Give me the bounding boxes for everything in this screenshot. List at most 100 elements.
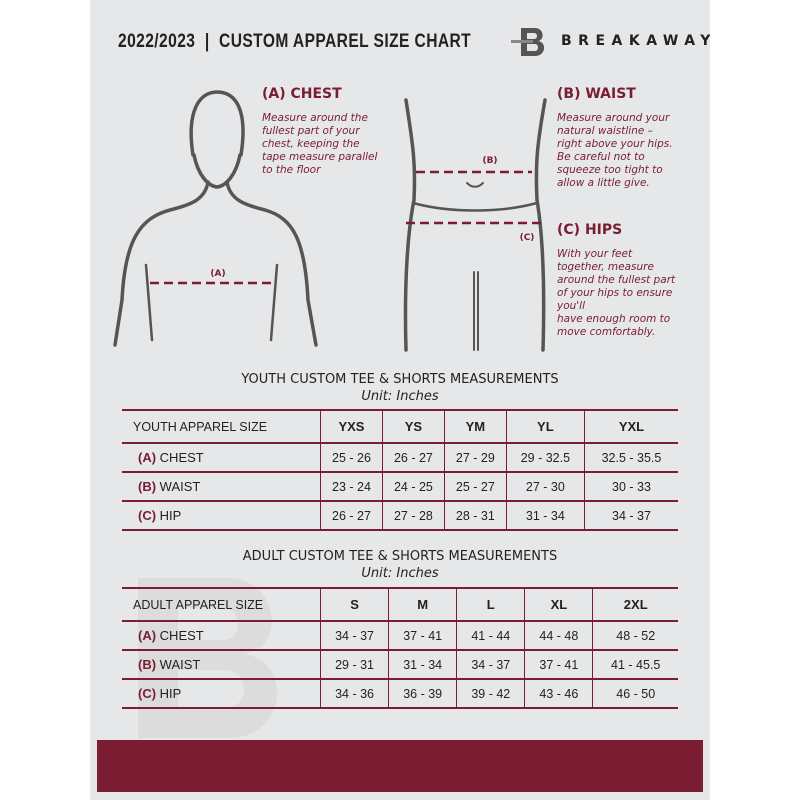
- measurement-code: (C): [138, 508, 157, 523]
- text-line: around the fullest part: [557, 274, 676, 286]
- text-line: natural waistline –: [557, 125, 653, 137]
- text-line: Measure around your: [557, 112, 670, 124]
- adult-size-table: ADULT APPAREL SIZE S M L XL 2XL (A) CHEST 34 - …: [122, 587, 678, 709]
- adult-table-title: ADULT CUSTOM TEE & SHORTS MEASUREMENTS: [242, 549, 558, 564]
- measurement-value: 23 - 24: [320, 471, 383, 502]
- measurement-code: (A): [138, 628, 157, 643]
- measurement-value: 27 - 29: [443, 442, 507, 473]
- text-line: have enough room to: [557, 313, 671, 325]
- text-line: chest, keeping the: [262, 138, 360, 150]
- waist-marker: (B): [482, 156, 497, 166]
- text-line: together, measure: [557, 261, 654, 273]
- header-row: ADULT APPAREL SIZE S M L XL 2XL: [122, 587, 678, 622]
- text-line: to the floor: [262, 164, 321, 176]
- measurement-name: WAIST: [159, 479, 201, 494]
- measurement-code: (C): [138, 686, 157, 701]
- size-label-header: YOUTH APPAREL SIZE: [122, 409, 321, 444]
- measurement-value: 28 - 31: [443, 500, 507, 531]
- measurement-label: (B) WAIST: [122, 471, 321, 502]
- waist-description: Measure around your natural waistline – …: [557, 112, 673, 190]
- size-header: S: [319, 587, 389, 622]
- youth-table-title: YOUTH CUSTOM TEE & SHORTS MEASUREMENTS: [241, 372, 559, 387]
- text-line: With your feet: [557, 248, 633, 260]
- table-row: (C) HIP 34 - 36 36 - 39 39 - 42 43 - 46 46 - …: [122, 678, 678, 709]
- text-line: allow a little give.: [557, 177, 650, 189]
- measurement-label: (A) CHEST: [122, 442, 321, 473]
- measurement-value: 36 - 39: [388, 678, 457, 709]
- measurement-label: (A) CHEST: [122, 620, 321, 651]
- text-line: tape measure parallel: [262, 151, 378, 163]
- measurement-name: CHEST: [159, 628, 204, 643]
- measurement-value: 37 - 41: [388, 620, 457, 651]
- measurement-code: (B): [138, 479, 157, 494]
- footer-band: [97, 740, 703, 792]
- measurement-label: (C) HIP: [122, 500, 321, 531]
- measurement-name: HIP: [159, 508, 182, 523]
- text-line: you'll: [557, 300, 586, 312]
- size-header: YXS: [320, 409, 383, 444]
- measurement-value: 29 - 31: [319, 649, 389, 680]
- measurement-value: 48 - 52: [592, 620, 678, 651]
- text-line: of your hips to ensure: [557, 287, 673, 299]
- waist-heading: (B) WAIST: [557, 86, 636, 102]
- text-line: Measure around the: [262, 112, 368, 124]
- youth-unit: Unit: Inches: [361, 389, 439, 404]
- measurement-value: 27 - 30: [505, 471, 585, 502]
- measurement-value: 34 - 37: [319, 620, 389, 651]
- text-line: move comfortably.: [557, 326, 656, 338]
- table-row: (A) CHEST 34 - 37 37 - 41 41 - 44 44 - 48 48 …: [122, 620, 678, 651]
- measurement-name: HIP: [159, 686, 182, 701]
- size-header: YXL: [583, 409, 678, 444]
- chest-description: Measure around the fullest part of your …: [262, 112, 377, 177]
- measurement-label: (B) WAIST: [122, 649, 321, 680]
- size-header: XL: [524, 587, 593, 622]
- measurement-value: 34 - 37: [583, 500, 678, 531]
- youth-size-table: YOUTH APPAREL SIZE YXS YS YM YL YXL (A) CHEST 2…: [122, 409, 678, 531]
- measurement-value: 46 - 50: [592, 678, 678, 709]
- measurement-value: 34 - 37: [456, 649, 525, 680]
- measurement-value: 29 - 32.5: [505, 442, 585, 473]
- table-row: (A) CHEST 25 - 26 26 - 27 27 - 29 29 - 32.5 3…: [122, 442, 678, 473]
- page-title: 2022/2023 | CUSTOM APPAREL SIZE CHART: [118, 31, 472, 52]
- chest-heading: (A) CHEST: [262, 86, 342, 102]
- measurement-label: (C) HIP: [122, 678, 321, 709]
- measurement-name: CHEST: [159, 450, 204, 465]
- measurement-value: 24 - 25: [381, 471, 445, 502]
- table-row: (C) HIP 26 - 27 27 - 28 28 - 31 31 - 34 34 - …: [122, 500, 678, 531]
- measurement-code: (B): [138, 657, 157, 672]
- table-row: (B) WAIST 23 - 24 24 - 25 25 - 27 27 - 30 30 …: [122, 471, 678, 502]
- size-label-header: ADULT APPAREL SIZE: [122, 587, 321, 622]
- measurement-value: 34 - 36: [319, 678, 389, 709]
- header-row: YOUTH APPAREL SIZE YXS YS YM YL YXL: [122, 409, 678, 444]
- text-line: squeeze too tight to: [557, 164, 663, 176]
- size-header: 2XL: [592, 587, 678, 622]
- measurement-value: 37 - 41: [524, 649, 593, 680]
- size-header: M: [388, 587, 457, 622]
- text-line: right above your hips.: [557, 138, 673, 150]
- measurement-value: 41 - 44: [456, 620, 525, 651]
- size-header: YL: [505, 409, 585, 444]
- measurement-value: 31 - 34: [388, 649, 457, 680]
- hips-heading: (C) HIPS: [557, 222, 623, 238]
- measurement-name: WAIST: [159, 657, 201, 672]
- measurement-value: 25 - 27: [443, 471, 507, 502]
- text-line: fullest part of your: [262, 125, 360, 137]
- chest-marker: (A): [210, 269, 225, 279]
- hips-description: With your feet together, measure around …: [557, 248, 675, 339]
- breakaway-logo-icon: [511, 28, 545, 56]
- size-header: L: [456, 587, 525, 622]
- measurement-value: 26 - 27: [381, 442, 445, 473]
- measurement-value: 30 - 33: [583, 471, 678, 502]
- measurement-value: 26 - 27: [320, 500, 383, 531]
- measurement-value: 44 - 48: [524, 620, 593, 651]
- measurement-value: 25 - 26: [320, 442, 383, 473]
- measurement-value: 39 - 42: [456, 678, 525, 709]
- adult-unit: Unit: Inches: [361, 566, 439, 581]
- measurement-value: 41 - 45.5: [592, 649, 678, 680]
- measurement-value: 43 - 46: [524, 678, 593, 709]
- measurement-code: (A): [138, 450, 157, 465]
- measurement-value: 27 - 28: [381, 500, 445, 531]
- size-header: YS: [381, 409, 445, 444]
- hips-marker: (C): [520, 233, 535, 243]
- body-measurement-illustration: (A) (B) (C): [113, 90, 547, 352]
